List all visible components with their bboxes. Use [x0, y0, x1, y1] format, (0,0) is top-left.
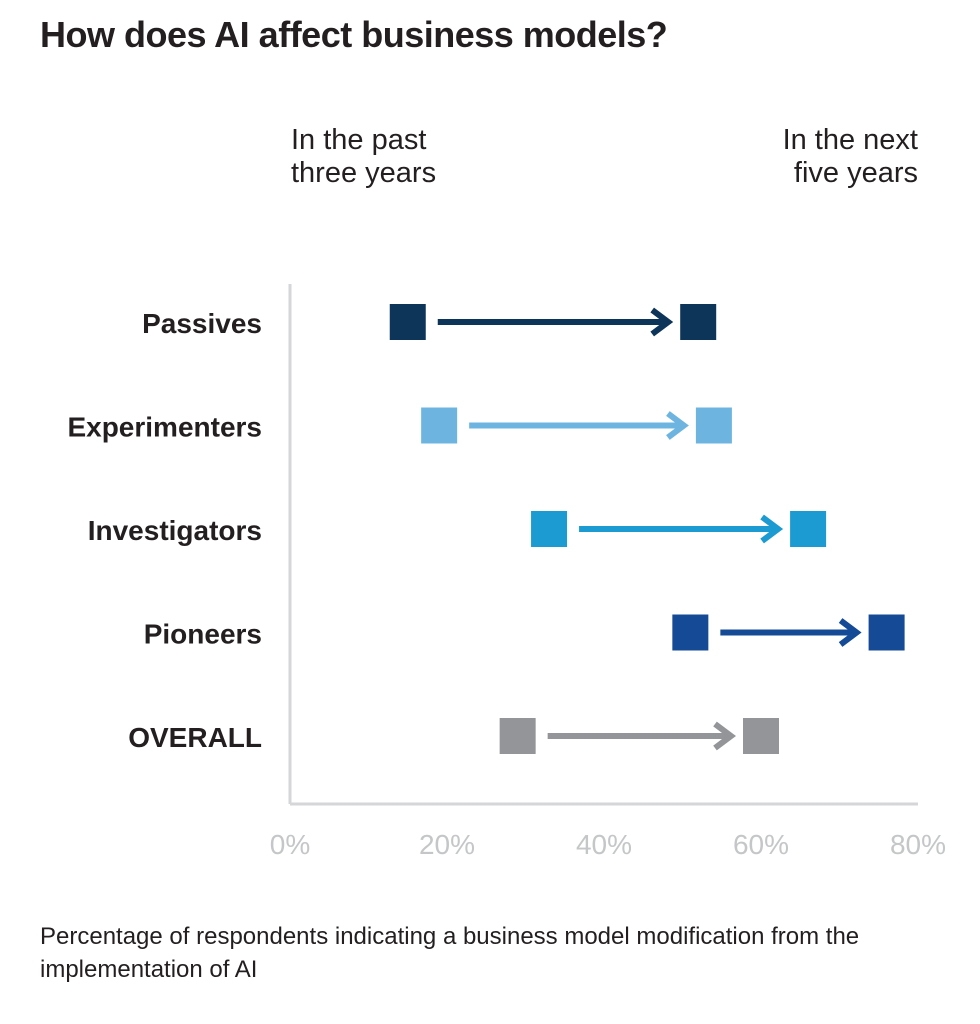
row-passives: Passives — [142, 304, 717, 340]
category-label: OVERALL — [128, 722, 262, 753]
category-label: Experimenters — [67, 412, 262, 443]
row-experimenters: Experimenters — [67, 407, 732, 444]
row-investigators: Investigators — [88, 511, 827, 547]
past-three-years-marker — [531, 511, 568, 547]
next-five-years-label: In the next five years — [782, 124, 918, 189]
row-pioneers: Pioneers — [144, 614, 905, 651]
x-axis-ticks: 0% 20% 40% 60% 80% — [270, 829, 946, 860]
category-label: Investigators — [88, 515, 262, 546]
category-label: Passives — [142, 308, 262, 339]
change-arrow-head — [760, 514, 784, 544]
next-five-years-marker — [680, 304, 717, 340]
axes — [288, 284, 918, 806]
past-three-years-marker — [672, 614, 709, 651]
row-overall: OVERALL — [128, 718, 779, 754]
x-tick-label: 40% — [576, 829, 632, 860]
change-arrow-head — [838, 618, 862, 647]
x-tick-label: 80% — [890, 829, 946, 860]
x-tick-label: 0% — [270, 829, 310, 860]
x-tick-label: 60% — [733, 829, 789, 860]
x-tick-label: 20% — [419, 829, 475, 860]
next-five-years-marker — [790, 511, 827, 547]
dumbbell-chart: Passives Experimenters Investigators Pionee… — [67, 284, 946, 860]
next-five-years-marker — [695, 407, 732, 444]
next-five-years-marker — [868, 614, 905, 651]
change-arrow-head — [713, 721, 736, 751]
past-three-years-marker — [499, 718, 536, 754]
past-three-years-marker — [421, 407, 458, 444]
change-arrow-head — [650, 307, 674, 337]
category-label: Pioneers — [144, 619, 262, 650]
footnote: Percentage of respondents indicating a b… — [40, 923, 860, 983]
next-five-years-marker — [743, 718, 779, 754]
past-three-years-marker — [389, 304, 426, 340]
change-arrow-head — [666, 411, 689, 440]
past-three-years-label: In the past three years — [291, 124, 437, 189]
chart-rows: Passives Experimenters Investigators Pionee… — [67, 304, 905, 754]
chart-title: How does AI affect business models? — [40, 14, 668, 55]
